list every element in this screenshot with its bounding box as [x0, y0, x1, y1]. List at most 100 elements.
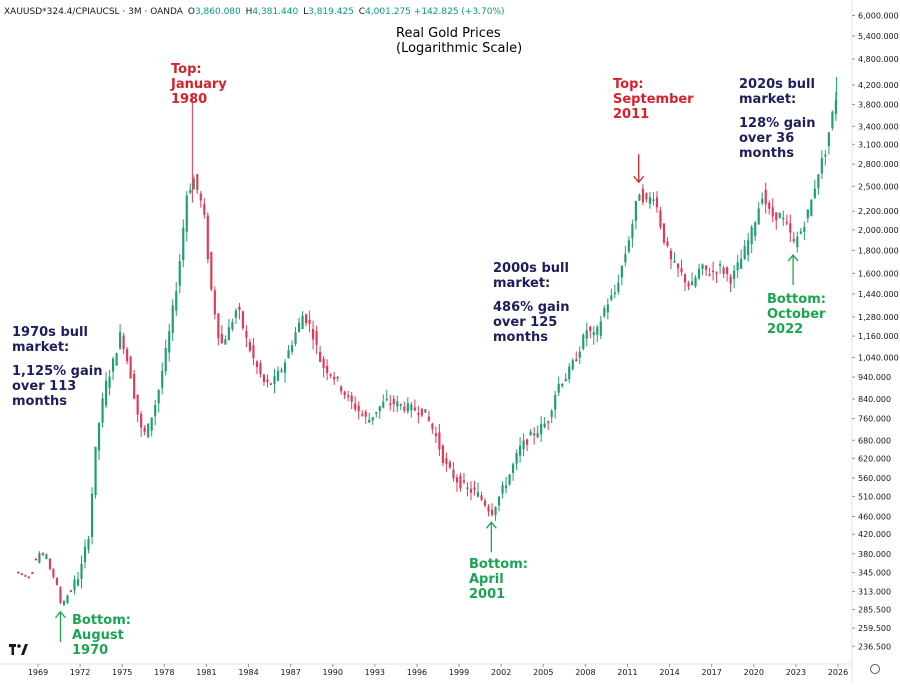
candle-body: [455, 477, 459, 483]
x-tick-label: 1972: [70, 668, 90, 677]
candle-body: [34, 558, 37, 561]
candle-body: [69, 590, 73, 592]
candle-body: [655, 197, 659, 208]
low-label: L: [303, 7, 309, 17]
x-tick-label: 2014: [659, 668, 679, 677]
annotation-bull-1970s: 1970s bull market: 1,125% gain over 113 …: [12, 325, 102, 409]
candle-body: [757, 208, 760, 225]
candle-body: [326, 365, 329, 374]
annotation-bottom-1970: Bottom: August 1970: [72, 613, 131, 658]
candle-body: [803, 226, 806, 232]
candle-body: [182, 227, 185, 261]
candle-body: [213, 290, 216, 315]
candle-body: [638, 194, 641, 201]
candle-body: [396, 401, 399, 407]
candle-body: [276, 370, 280, 381]
candle-body: [76, 579, 80, 586]
annotation-line: 1,125% gain: [12, 364, 103, 379]
candle-body: [606, 304, 609, 313]
candle-body: [83, 546, 87, 563]
candle-body: [641, 188, 644, 203]
chart-title: Real Gold Prices (Logarithmic Scale): [396, 26, 522, 56]
candle-body: [512, 464, 515, 473]
candle-body: [375, 412, 378, 414]
settings-gear-icon[interactable]: [870, 664, 880, 674]
candle-body: [417, 413, 420, 415]
candle-body: [722, 267, 725, 274]
candle-body: [413, 407, 416, 411]
annotation-line: market:: [12, 340, 70, 355]
candle-body: [354, 403, 357, 410]
candle-body: [459, 475, 462, 489]
y-tick-label: 345.000: [858, 569, 891, 578]
candle-body: [340, 386, 343, 392]
candle-body: [645, 193, 648, 200]
candle-body: [768, 202, 771, 209]
y-tick-label: 940.000: [858, 373, 891, 382]
candle-body: [129, 357, 132, 379]
candle-body: [543, 423, 546, 428]
candle-body: [480, 495, 483, 500]
candle-body: [820, 158, 823, 174]
candle-body: [273, 376, 276, 384]
annotation-line: 2022: [767, 322, 804, 337]
candle-body: [361, 414, 364, 416]
tradingview-logo-icon: [9, 644, 28, 655]
candle-body: [483, 500, 487, 506]
symbol-header: XAUUSD*324.4/CPIAUCSL · 3M · OANDA O3,86…: [4, 7, 505, 17]
change-value: +142.825 (+3.70%): [413, 7, 505, 17]
candle-body: [522, 440, 525, 450]
candle-body: [115, 353, 118, 366]
candle-body: [73, 579, 76, 591]
annotation-line: over 125: [493, 315, 558, 330]
y-tick-label: 2,000.000: [858, 226, 899, 235]
candle-body: [792, 238, 795, 242]
y-tick-label: 259.500: [858, 624, 891, 633]
candle-body: [287, 350, 290, 359]
x-tick-label: 1975: [112, 668, 132, 677]
candle-body: [564, 378, 567, 382]
open-label: O: [187, 7, 195, 17]
annotation-line: 1980: [171, 92, 208, 107]
annotation-line: 486% gain: [493, 300, 570, 315]
candle-body: [94, 446, 97, 496]
candle-body: [357, 405, 360, 411]
candle-body: [438, 432, 441, 450]
candle-body: [487, 506, 490, 512]
candle-body: [385, 398, 388, 401]
candle-body: [410, 404, 413, 411]
candle-body: [508, 474, 511, 485]
candle-body: [624, 253, 627, 263]
candle-body: [424, 409, 427, 413]
candle-body: [750, 227, 753, 245]
high-value: 4,381.440: [252, 7, 299, 17]
candle-body: [41, 553, 44, 556]
candle-body: [227, 327, 230, 341]
candle-body: [557, 383, 560, 393]
candle-body: [329, 374, 332, 376]
low-value: 3,819.425: [308, 7, 354, 17]
candle-body: [680, 268, 683, 273]
candle-body: [196, 174, 199, 191]
candle-body: [224, 339, 227, 345]
candle-body: [347, 395, 350, 397]
annotation-line: over 113: [12, 379, 77, 394]
candle-body: [382, 401, 385, 408]
candle-body: [669, 250, 673, 260]
candle-body: [301, 315, 304, 330]
candle-body: [378, 406, 381, 411]
candle-body: [315, 331, 318, 345]
candle-body: [171, 305, 174, 333]
candle-body: [231, 322, 234, 330]
candle-body: [764, 189, 767, 205]
candle-body: [234, 310, 237, 318]
x-tick-label: 1990: [323, 668, 343, 677]
candle-body: [122, 335, 125, 350]
candle-body: [568, 366, 571, 380]
candle-body: [108, 376, 111, 389]
candle-body: [27, 576, 30, 579]
candle-body: [561, 384, 564, 387]
x-tick-label: 1981: [196, 668, 216, 677]
